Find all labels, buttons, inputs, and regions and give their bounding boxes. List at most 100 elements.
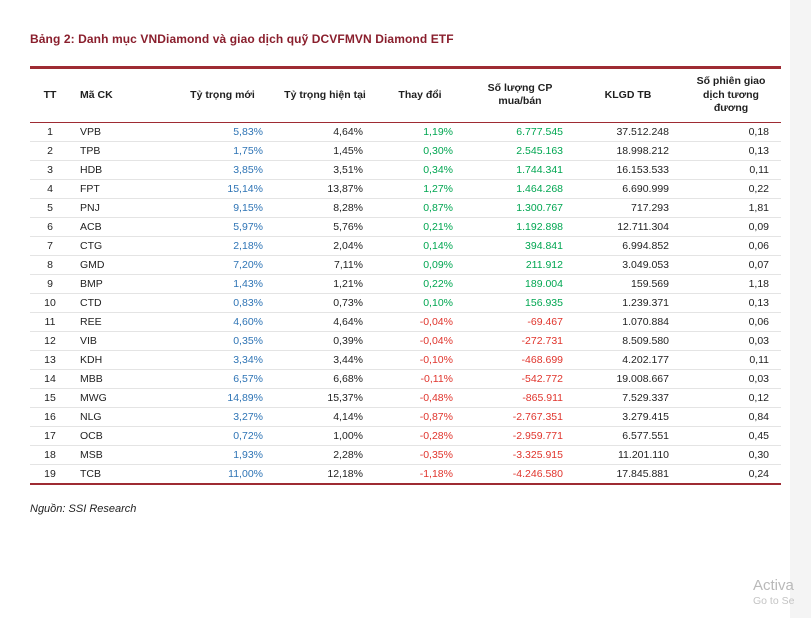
- cell-tt: 15: [30, 388, 70, 408]
- cell-current-weight: 4,14%: [275, 407, 375, 427]
- cell-shares: 1.300.767: [465, 198, 575, 218]
- cell-change: -0,04%: [375, 312, 465, 332]
- report-page: Bảng 2: Danh mục VNDiamond và giao dịch …: [30, 32, 781, 515]
- cell-sessions: 0,12: [681, 388, 781, 408]
- cell-shares: -69.467: [465, 312, 575, 332]
- watermark-line-2: Go to Se: [753, 595, 795, 607]
- source-note: Nguồn: SSI Research: [30, 502, 137, 515]
- cell-tt: 19: [44, 467, 56, 480]
- table-row: 2 TPB 1,75% 1,45% 0,30% 2.545.163 18.998.212 0,…: [30, 141, 781, 161]
- cell-new-weight: 1,75%: [170, 141, 275, 161]
- cell-klgd: 4.202.177: [575, 350, 681, 370]
- cell-ticker: CTD: [70, 293, 170, 313]
- cell-change: -0,11%: [375, 369, 465, 389]
- cell-tt: 2: [30, 141, 70, 161]
- cell-tt: 8: [30, 255, 70, 275]
- cell-klgd: 37.512.248: [575, 122, 681, 142]
- cell-new-weight: 0,83%: [170, 293, 275, 313]
- cell-klgd: 19.008.667: [575, 369, 681, 389]
- cell-shares: -2.767.351: [465, 407, 575, 427]
- cell-current-weight: 13,87%: [275, 179, 375, 199]
- cell-new-weight: 0,72%: [170, 426, 275, 446]
- cell-change: 0,34%: [375, 160, 465, 180]
- cell-shares: 211.912: [465, 255, 575, 275]
- cell-sessions: 0,11: [681, 160, 781, 180]
- cell-shares: 6.777.545: [465, 122, 575, 142]
- cell-new-weight: 14,89%: [170, 388, 275, 408]
- cell-current-weight: 3,44%: [275, 350, 375, 370]
- cell-klgd: 1.070.884: [575, 312, 681, 332]
- cell-sessions: 0,13: [681, 293, 781, 313]
- cell-klgd: 8.509.580: [575, 331, 681, 351]
- cell-change: -0,10%: [375, 350, 465, 370]
- cell-klgd: 159.569: [575, 274, 681, 294]
- cell-klgd: 11.201.110: [575, 445, 681, 465]
- cell-shares: 394.841: [465, 236, 575, 256]
- table-row: 16 NLG 3,27% 4,14% -0,87% -2.767.351 3.279.415…: [30, 407, 781, 427]
- table-header: TT Mã CK Tỷ trọng mới Tỷ trọng hiện tại …: [30, 68, 781, 123]
- cell-shares: -468.699: [465, 350, 575, 370]
- cell-ticker: ACB: [70, 217, 170, 237]
- cell-sessions: 0,84: [681, 407, 781, 427]
- cell-new-weight: 0,35%: [170, 331, 275, 351]
- table-row: 3 HDB 3,85% 3,51% 0,34% 1.744.341 16.153.533 0,…: [30, 160, 781, 180]
- cell-change: 0,87%: [375, 198, 465, 218]
- cell-sessions: 0,06: [681, 236, 781, 256]
- table-row: 6 ACB 5,97% 5,76% 0,21% 1.192.898 12.711.304 0,…: [30, 217, 781, 237]
- cell-shares: 189.004: [465, 274, 575, 294]
- cell-sessions: 0,03: [681, 331, 781, 351]
- cell-ticker: PNJ: [70, 198, 170, 218]
- cell-tt: 5: [30, 198, 70, 218]
- cell-current-weight: 2,28%: [275, 445, 375, 465]
- cell-sessions: 0,03: [681, 369, 781, 389]
- windows-activation-watermark: Activa Go to Se: [753, 577, 794, 608]
- cell-tt: 18: [30, 445, 70, 465]
- cell-shares: 2.545.163: [465, 141, 575, 161]
- table-row: 10 CTD 0,83% 0,73% 0,10% 156.935 1.239.371 0,13: [30, 293, 781, 313]
- cell-new-weight: 3,34%: [170, 350, 275, 370]
- cell-klgd: 6.577.551: [575, 426, 681, 446]
- cell-ticker: TCB: [80, 467, 101, 480]
- table-row: 13 KDH 3,34% 3,44% -0,10% -468.699 4.202.177 0,…: [30, 350, 781, 370]
- cell-current-weight: 5,76%: [275, 217, 375, 237]
- cell-current-weight: 4,64%: [275, 312, 375, 332]
- table-row: 12 VIB 0,35% 0,39% -0,04% -272.731 8.509.580 0,…: [30, 331, 781, 351]
- col-header-change: Thay đổi: [398, 88, 442, 101]
- table-row: 11 REE 4,60% 4,64% -0,04% -69.467 1.070.884 0,0…: [30, 312, 781, 332]
- header-row: TT Mã CK Tỷ trọng mới Tỷ trọng hiện tại …: [30, 68, 781, 123]
- cell-klgd: 7.529.337: [575, 388, 681, 408]
- cell-new-weight: 7,20%: [170, 255, 275, 275]
- cell-new-weight: 4,60%: [170, 312, 275, 332]
- cell-ticker: MBB: [70, 369, 170, 389]
- cell-shares: -865.911: [465, 388, 575, 408]
- cell-sessions: 0,07: [681, 255, 781, 275]
- cell-shares: -272.731: [465, 331, 575, 351]
- watermark-line-1: Activa: [753, 577, 794, 594]
- col-header-klgd: KLGD TB: [604, 88, 652, 101]
- table-row: 5 PNJ 9,15% 8,28% 0,87% 1.300.767 717.293 1,81: [30, 198, 781, 218]
- table-row: 17 OCB 0,72% 1,00% -0,28% -2.959.771 6.577.551…: [30, 426, 781, 446]
- cell-current-weight: 1,00%: [275, 426, 375, 446]
- cell-sessions: 0,24: [748, 467, 769, 480]
- cell-sessions: 1,81: [681, 198, 781, 218]
- cell-shares: -3.325.915: [465, 445, 575, 465]
- cell-tt: 12: [30, 331, 70, 351]
- cell-tt: 17: [30, 426, 70, 446]
- cell-tt: 4: [30, 179, 70, 199]
- cell-sessions: 1,18: [681, 274, 781, 294]
- table-row: 9 BMP 1,43% 1,21% 0,22% 189.004 159.569 1,18: [30, 274, 781, 294]
- cell-sessions: 0,30: [681, 445, 781, 465]
- cell-new-weight: 15,14%: [170, 179, 275, 199]
- table-title: Bảng 2: Danh mục VNDiamond và giao dịch …: [30, 32, 454, 46]
- cell-ticker: TPB: [70, 141, 170, 161]
- cell-ticker: MSB: [70, 445, 170, 465]
- cell-new-weight: 6,57%: [170, 369, 275, 389]
- cell-tt: 13: [30, 350, 70, 370]
- page-edge-strip: [790, 0, 811, 618]
- table-row: 1 VPB 5,83% 4,64% 1,19% 6.777.545 37.512.248 0,…: [30, 122, 781, 142]
- cell-change: -0,28%: [375, 426, 465, 446]
- cell-shares: 1.192.898: [465, 217, 575, 237]
- cell-sessions: 0,13: [681, 141, 781, 161]
- cell-ticker: GMD: [70, 255, 170, 275]
- cell-sessions: 0,18: [681, 122, 781, 142]
